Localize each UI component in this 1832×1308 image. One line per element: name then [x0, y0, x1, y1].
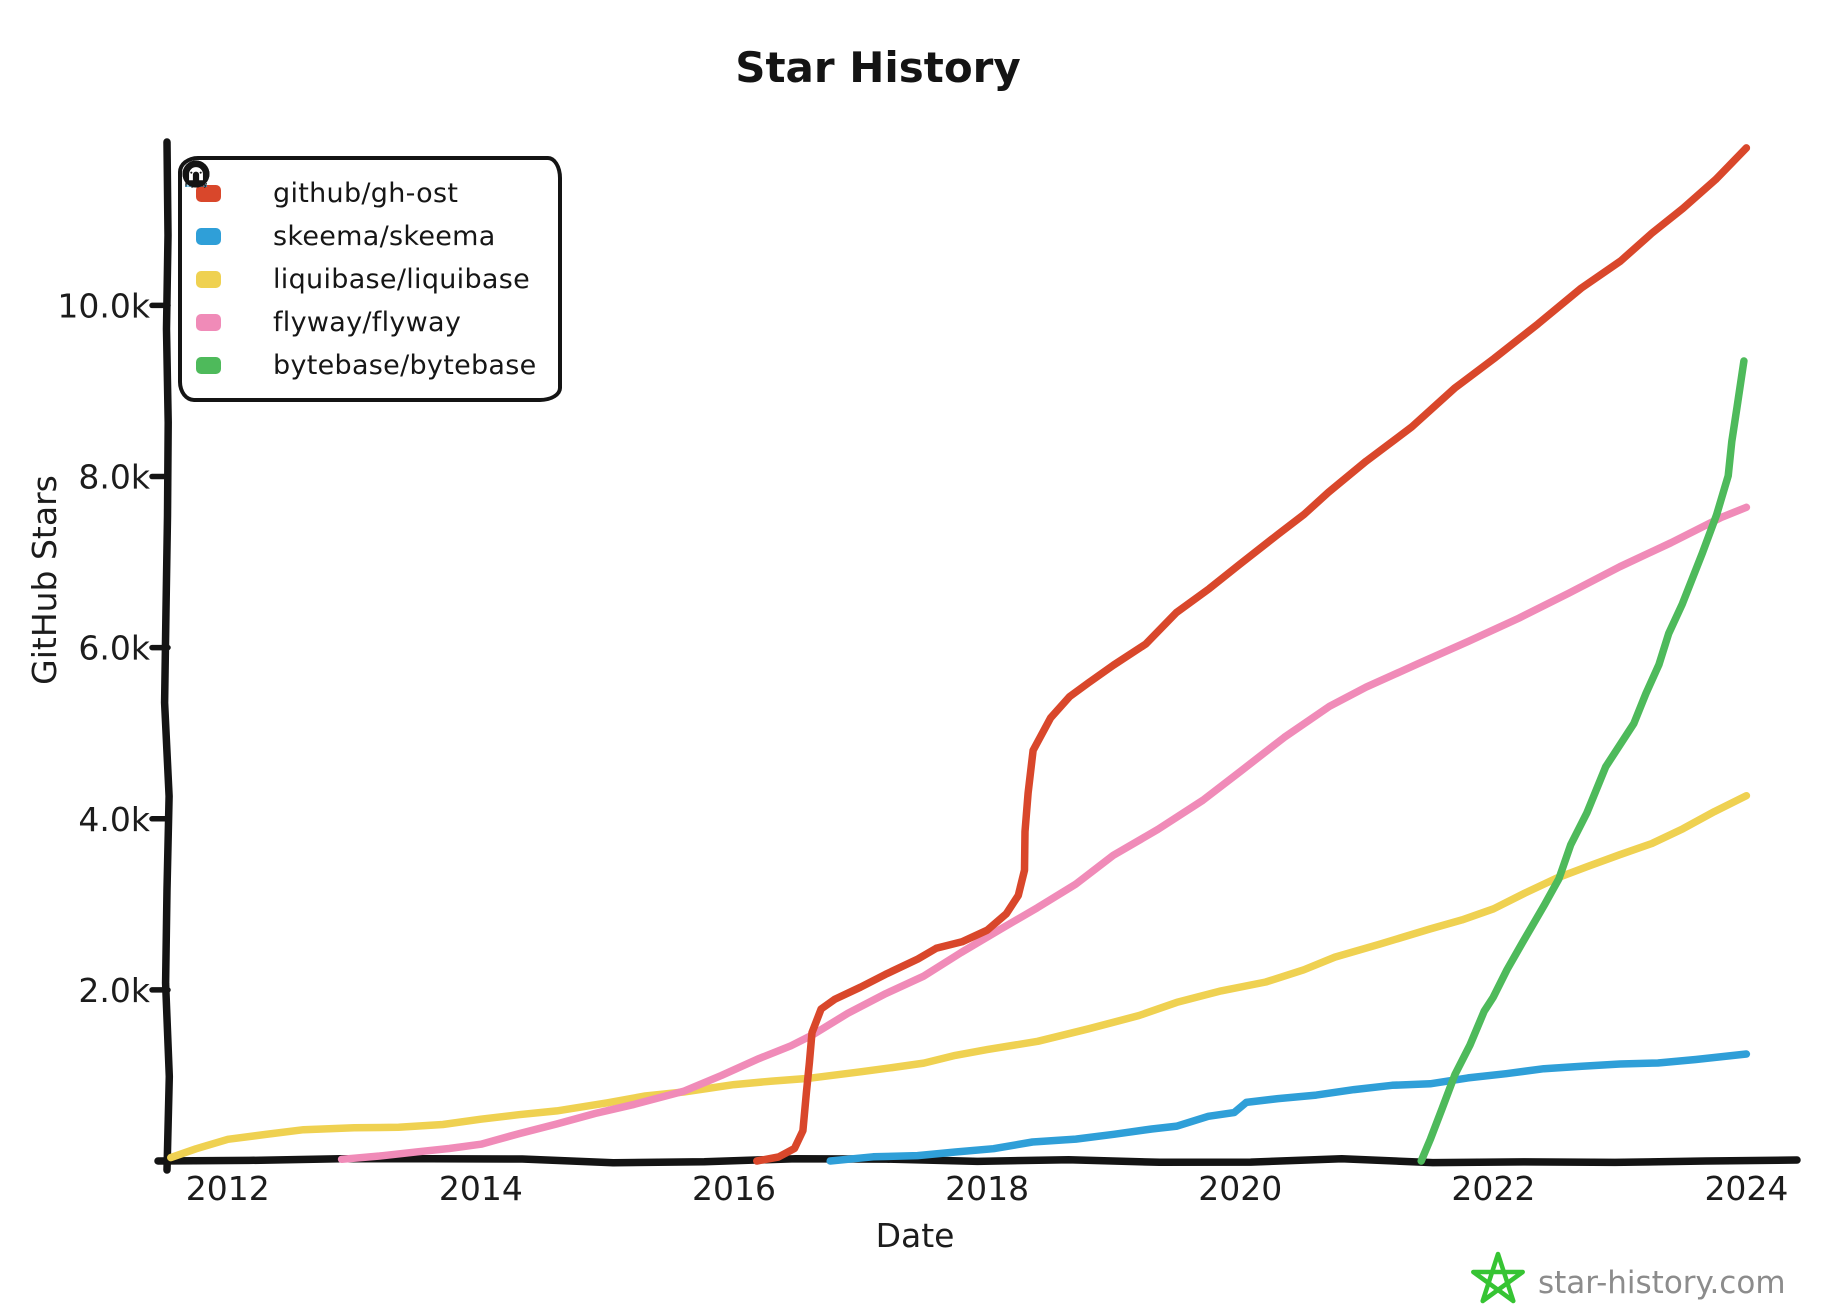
- series-line-github-gh-ost: [753, 144, 1751, 1165]
- legend-item-github: github/gh-ost: [182, 160, 546, 215]
- x-tick-label: 2020: [1198, 1169, 1282, 1208]
- legend-item-bytebase: bytebase/bytebase: [182, 160, 546, 387]
- legend-label: liquibase/liquibase: [273, 263, 531, 295]
- legend-item-skeema: skeema skeema/skeema: [185, 163, 546, 258]
- legend-color-swatch: [196, 227, 221, 245]
- skeema-icon: skeema: [185, 163, 260, 250]
- series-lines: [167, 144, 1751, 1165]
- axes: [149, 138, 1801, 1174]
- legend-label: bytebase/bytebase: [273, 349, 537, 381]
- x-tick-label: 2024: [1704, 1169, 1788, 1208]
- liquibase-icon: [188, 162, 260, 293]
- y-tick-label: 8.0k: [78, 458, 150, 497]
- legend-item-flyway: Flyway flyway/flyway: [185, 162, 546, 344]
- github-icon: [182, 160, 260, 207]
- series-line-bytebase-bytebase: [1417, 357, 1748, 1165]
- y-axis-line: [160, 138, 174, 1174]
- y-tick-label: 10.0k: [57, 286, 150, 325]
- x-tick-label: 2018: [945, 1169, 1029, 1208]
- series-line-liquibase-liquibase: [167, 791, 1751, 1162]
- legend-color-swatch: [196, 270, 221, 288]
- flyway-icon: Flyway: [185, 162, 260, 336]
- legend-color-swatch: [196, 313, 221, 331]
- x-tick-label: 2022: [1451, 1169, 1535, 1208]
- y-tick-label: 4.0k: [78, 800, 150, 839]
- x-tick-label: 2014: [439, 1169, 523, 1208]
- legend-label: github/gh-ost: [273, 177, 459, 209]
- legend-label: skeema/skeema: [273, 220, 496, 252]
- series-line-flyway-flyway: [337, 503, 1751, 1164]
- watermark-text: star-history.com: [1538, 1265, 1786, 1301]
- legend-label: flyway/flyway: [273, 306, 462, 338]
- series-line-skeema-skeema: [826, 1050, 1751, 1165]
- chart-title: Star History: [735, 43, 1021, 92]
- x-tick-label: 2016: [692, 1169, 776, 1208]
- x-axis-line: [154, 1154, 1801, 1167]
- legend-color-swatch: [196, 356, 221, 374]
- star-icon: [1471, 1251, 1525, 1304]
- y-axis-title: GitHub Stars: [25, 475, 64, 685]
- tick-labels: 2012 2014 2016 2018 2020 2022 2024 2.0k 4.0k 6.0k…: [57, 286, 1788, 1208]
- legend-item-liquibase: liquibase/liquibase: [188, 162, 546, 301]
- x-tick-label: 2012: [186, 1169, 270, 1208]
- x-axis-title: Date: [876, 1216, 955, 1255]
- watermark: star-history.com: [1471, 1251, 1786, 1304]
- legend: github/gh-ost skeema skeema/skeema liquibas…: [178, 156, 562, 402]
- y-tick-label: 2.0k: [78, 971, 150, 1010]
- bytebase-icon: [182, 160, 260, 379]
- y-tick-label: 6.0k: [78, 629, 150, 668]
- legend-color-swatch: [196, 184, 221, 202]
